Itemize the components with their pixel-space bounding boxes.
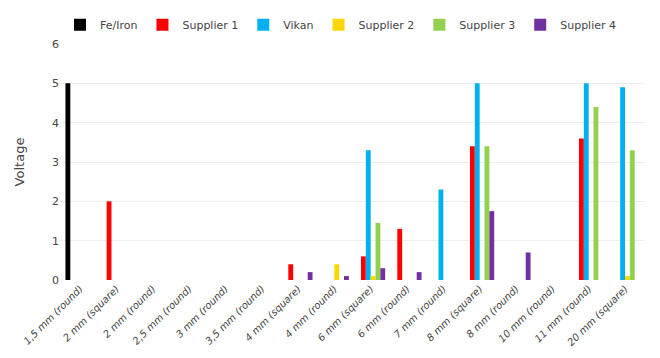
svg-text:20 mm (square): 20 mm (square) <box>565 283 630 348</box>
svg-text:0: 0 <box>52 274 59 287</box>
svg-text:8 mm (square): 8 mm (square) <box>424 283 484 343</box>
svg-text:Vikan: Vikan <box>283 19 313 32</box>
svg-text:Fe/Iron: Fe/Iron <box>100 19 137 32</box>
svg-text:6: 6 <box>52 38 59 51</box>
svg-text:2,5 mm (round): 2,5 mm (round) <box>130 283 194 347</box>
svg-text:8 mm (round): 8 mm (round) <box>464 283 521 340</box>
svg-text:4 mm (square): 4 mm (square) <box>243 283 303 343</box>
svg-text:10 mm (round): 10 mm (round) <box>496 283 557 344</box>
svg-text:1: 1 <box>52 235 59 248</box>
svg-text:1,5 mm (round): 1,5 mm (round) <box>21 283 85 347</box>
svg-text:3 mm (round): 3 mm (round) <box>174 283 231 340</box>
svg-text:3: 3 <box>52 156 59 169</box>
svg-text:5: 5 <box>52 77 59 90</box>
svg-text:2: 2 <box>52 195 59 208</box>
svg-text:2 mm (square): 2 mm (square) <box>61 283 121 343</box>
svg-text:4 mm (round): 4 mm (round) <box>283 283 340 340</box>
svg-text:7 mm (round): 7 mm (round) <box>392 283 449 340</box>
svg-text:Supplier 1: Supplier 1 <box>182 19 238 32</box>
svg-text:Voltage: Voltage <box>12 138 27 187</box>
svg-text:6 mm (square): 6 mm (square) <box>315 283 375 343</box>
svg-text:Supplier 2: Supplier 2 <box>359 19 415 32</box>
svg-text:3,5 mm (round): 3,5 mm (round) <box>203 283 267 347</box>
svg-text:Supplier 3: Supplier 3 <box>459 19 515 32</box>
svg-text:6 mm (round): 6 mm (round) <box>355 283 412 340</box>
svg-text:Supplier 4: Supplier 4 <box>560 19 616 32</box>
svg-text:4: 4 <box>52 117 59 130</box>
svg-text:2 mm (round): 2 mm (round) <box>101 283 158 340</box>
svg-text:11 mm (round): 11 mm (round) <box>532 283 593 344</box>
